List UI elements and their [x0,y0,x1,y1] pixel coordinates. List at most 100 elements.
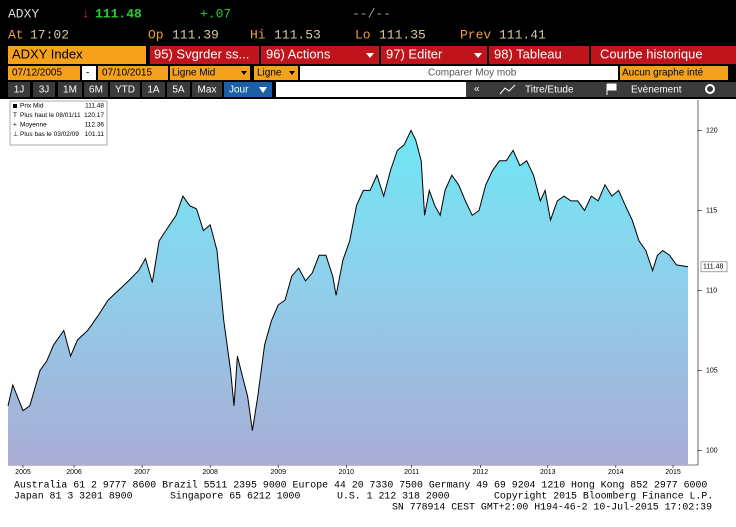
legend-value: 112.36 [85,122,105,129]
x-tick-label: 2013 [540,469,556,476]
range-label[interactable]: 1A [147,85,160,96]
compare[interactable]: Comparer Moy mob [428,68,517,79]
value: 111.53 [274,27,321,42]
field[interactable] [620,66,728,80]
y-tick-label: 100 [706,447,718,454]
range-button[interactable] [58,82,82,97]
flag-icon [606,83,617,95]
range-button[interactable] [192,82,222,97]
legend-label: Prix Mid [20,103,44,110]
menu-button[interactable]: 96) Actions [266,46,331,61]
field[interactable] [170,66,250,80]
footer-line: SN 778914 CEST GMT+2:00 H194-46-2 10-Jul… [392,502,712,513]
legend-label: Plus haut le 08/01/11 [20,112,81,119]
style-select[interactable]: Ligne [257,68,282,79]
range-button[interactable] [110,82,140,97]
range-label[interactable]: 5A [172,85,185,96]
ticker: ADXY [8,6,39,21]
legend-value: 101.11 [85,131,105,138]
menu-button[interactable]: 98) Tableau [494,46,562,61]
field-select[interactable]: Ligne Mid [172,68,215,79]
x-tick-label: 2005 [15,469,31,476]
value: 111.41 [499,27,546,42]
start-date[interactable]: 07/12/2005 [12,68,62,79]
legend-label: Plus bas le 03/02/09 [20,131,79,138]
x-tick-label: 2010 [339,469,355,476]
tool-bar [466,82,736,97]
end-date[interactable]: 07/10/2015 [102,68,152,79]
range-label[interactable]: 6M [89,85,103,96]
field [82,66,96,80]
dash: - [86,68,89,79]
x-tick-label: 2007 [134,469,150,476]
gear-icon[interactable] [705,84,715,94]
x-tick-label: 2014 [608,469,624,476]
legend-label: Moyenne [20,122,47,129]
range-button[interactable] [84,82,108,97]
icon [499,84,516,95]
footer-item: Copyright 2015 Bloomberg Finance L.P. [494,491,713,502]
input[interactable] [300,66,618,80]
legend-icon: + [13,122,17,129]
period[interactable]: Jour [229,85,249,96]
value: 17:02 [30,27,69,42]
label: Prev [460,27,491,42]
range-label[interactable]: 3J [39,85,50,96]
event[interactable]: Evènement [631,85,682,96]
collapse[interactable]: « [474,84,480,95]
dropdown-arrow [366,53,374,58]
footer-item: U.S. 1 212 318 2000 [337,491,450,502]
security-box[interactable] [8,46,146,64]
field[interactable] [98,66,168,80]
label: Lo [355,27,371,42]
y-tick-label: 105 [706,367,718,374]
view-title[interactable]: Courbe historique [600,46,703,61]
study[interactable]: Titre/Etude [525,85,574,96]
range-button[interactable] [8,82,30,97]
value: 111.35 [379,27,426,42]
field[interactable] [8,66,80,80]
dropdown-arrow [289,71,295,75]
bid-ask: --/-- [352,6,391,21]
footer-line: Australia 61 2 9777 8600 Brazil 5511 239… [14,480,707,491]
last-price: 111.48 [95,6,142,21]
menu-button[interactable]: 95) Svgrder ss... [154,46,249,61]
change: +.07 [200,6,231,21]
y-tick-label: 110 [706,287,717,294]
range-button[interactable] [167,82,190,97]
last-value-box [700,261,728,273]
range-label[interactable]: 1J [14,85,25,96]
x-tick-label: 2011 [404,469,419,476]
legend-value: 120.17 [84,112,104,119]
dropdown-arrow [474,53,482,58]
footer-item: Singapore 65 6212 1000 [170,491,300,502]
legend-icon: T [13,112,17,119]
range-button[interactable] [33,82,55,97]
range-button[interactable] [142,82,165,97]
arrow: ↓ [82,6,90,21]
range-label[interactable]: YTD [115,85,135,96]
label: Hi [250,27,266,42]
range-label[interactable]: Max [198,85,217,96]
field[interactable] [254,66,298,80]
input[interactable] [276,82,466,97]
last-value-label: 111.48 [703,264,723,271]
x-tick-label: 2006 [66,469,82,476]
x-tick-label: 2012 [473,469,489,476]
footer-item: Japan 81 3 3201 8900 [14,491,133,502]
overlay[interactable]: Aucun graphe inté [622,68,704,79]
period-button[interactable] [224,82,272,97]
area [8,130,688,465]
y-tick-label: 120 [706,127,718,134]
label: At [8,27,24,42]
range-label[interactable]: 1M [63,85,77,96]
legend-box [9,100,108,146]
dropdown-arrow [241,71,247,75]
x-tick-label: 2009 [270,469,286,476]
security[interactable]: ADXY Index [12,46,83,61]
legend-icon: ⊥ [13,131,19,138]
line [7,129,689,431]
menu-button[interactable]: 97) Editer [386,46,443,61]
legend-value: 111.48 [85,103,104,110]
